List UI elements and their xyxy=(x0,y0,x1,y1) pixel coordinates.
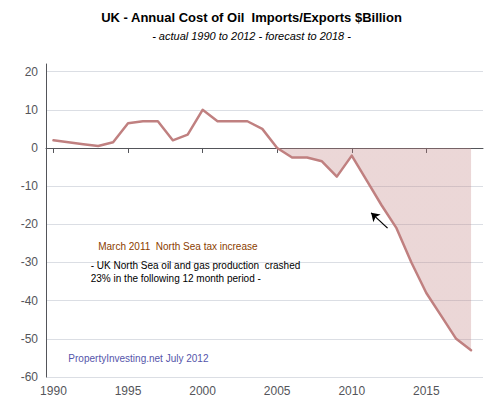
svg-text:2015: 2015 xyxy=(413,384,440,398)
svg-text:23% in the following 12 month: 23% in the following 12 month period - xyxy=(91,273,261,284)
svg-text:-60: -60 xyxy=(21,370,39,384)
svg-text:1990: 1990 xyxy=(40,384,67,398)
svg-text:-30: -30 xyxy=(21,255,39,269)
svg-text:20: 20 xyxy=(25,65,39,79)
svg-text:-50: -50 xyxy=(21,332,39,346)
svg-text:March 2011 North Sea tax incr: March 2011 North Sea tax increase xyxy=(98,241,258,252)
svg-text:- actual 1990 to 2012 - foreca: - actual 1990 to 2012 - forecast to 2018… xyxy=(152,30,351,42)
svg-text:2000: 2000 xyxy=(189,384,216,398)
svg-text:10: 10 xyxy=(25,103,39,117)
svg-text:1995: 1995 xyxy=(115,384,142,398)
svg-text:-10: -10 xyxy=(21,179,39,193)
svg-text:2005: 2005 xyxy=(264,384,291,398)
svg-text:0: 0 xyxy=(31,141,38,155)
svg-text:PropertyInvesting.net July 201: PropertyInvesting.net July 2012 xyxy=(68,353,209,364)
svg-text:-40: -40 xyxy=(21,294,39,308)
svg-text:- UK North Sea oil and gas pro: - UK North Sea oil and gas production cr… xyxy=(91,260,301,271)
svg-text:-20: -20 xyxy=(21,217,39,231)
svg-text:UK - Annual Cost of Oil Impor: UK - Annual Cost of Oil Imports/Exports … xyxy=(101,10,402,25)
svg-text:2010: 2010 xyxy=(338,384,365,398)
